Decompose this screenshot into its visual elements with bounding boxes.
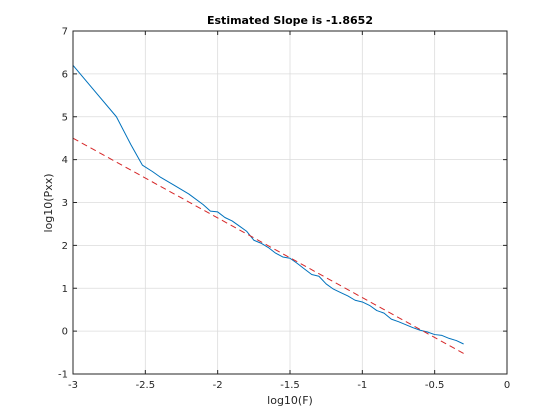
chart-title: Estimated Slope is -1.8652 bbox=[207, 14, 373, 27]
y-tick-label: 1 bbox=[62, 284, 68, 295]
x-tick-label: -1.5 bbox=[280, 380, 300, 391]
y-tick-label: 4 bbox=[62, 155, 68, 166]
y-tick-label: -1 bbox=[58, 370, 68, 381]
spectrum-line bbox=[72, 64, 464, 345]
y-tick-label: 7 bbox=[62, 27, 68, 38]
y-tick-label: 5 bbox=[62, 112, 68, 123]
fit-line bbox=[72, 137, 464, 354]
y-axis-label: log10(Pxx) bbox=[42, 173, 55, 232]
x-tick-label: -3 bbox=[68, 380, 78, 391]
x-tick-label: 0 bbox=[504, 380, 510, 391]
x-tick-label: -2.5 bbox=[136, 380, 156, 391]
y-tick-label: 0 bbox=[62, 327, 68, 338]
x-axis-label: log10(F) bbox=[267, 394, 313, 407]
ticks: -3 -2.5 -2 -1.5 -1 -0.5 0 -1 0 1 2 3 4 5 6 7 bbox=[58, 27, 510, 392]
y-tick-label: 3 bbox=[62, 198, 68, 209]
x-tick-label: -0.5 bbox=[425, 380, 445, 391]
x-tick-label: -1 bbox=[357, 380, 367, 391]
y-tick-label: 2 bbox=[62, 241, 68, 252]
y-tick-label: 6 bbox=[62, 69, 68, 80]
series-layer bbox=[72, 64, 464, 354]
x-tick-label: -2 bbox=[213, 380, 223, 391]
